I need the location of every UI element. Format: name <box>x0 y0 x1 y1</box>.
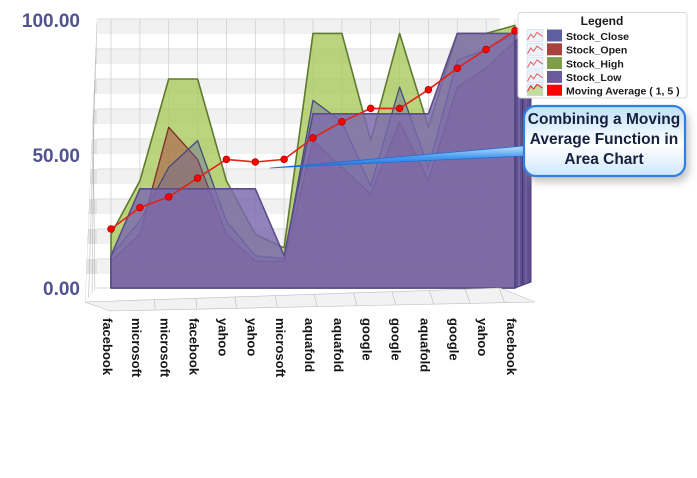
svg-text:aquafold: aquafold <box>417 318 432 372</box>
svg-text:Stock_Open: Stock_Open <box>566 45 627 57</box>
svg-text:Average Function in: Average Function in <box>530 131 678 148</box>
svg-text:google: google <box>389 318 404 361</box>
svg-text:Stock_Low: Stock_Low <box>566 72 622 84</box>
svg-text:google: google <box>446 318 461 361</box>
svg-text:microsoft: microsoft <box>129 318 144 378</box>
svg-text:Moving Average ( 1, 5 ): Moving Average ( 1, 5 ) <box>566 86 680 98</box>
svg-text:aquafold: aquafold <box>302 318 317 372</box>
svg-text:microsoft: microsoft <box>273 318 288 378</box>
svg-text:yahoo: yahoo <box>475 318 490 356</box>
svg-text:0.00: 0.00 <box>43 279 80 300</box>
svg-text:Combining a Moving: Combining a Moving <box>528 111 680 128</box>
svg-text:100.00: 100.00 <box>22 11 80 32</box>
svg-text:facebook: facebook <box>187 318 202 376</box>
svg-text:Legend: Legend <box>581 14 624 28</box>
svg-text:google: google <box>360 318 375 361</box>
svg-text:facebook: facebook <box>504 318 519 376</box>
svg-text:microsoft: microsoft <box>158 318 173 378</box>
svg-text:50.00: 50.00 <box>32 146 80 167</box>
svg-text:Stock_High: Stock_High <box>566 58 624 70</box>
svg-text:Stock_Close: Stock_Close <box>566 31 629 43</box>
svg-text:yahoo: yahoo <box>215 318 230 356</box>
svg-text:aquafold: aquafold <box>331 318 346 372</box>
svg-text:Area Chart: Area Chart <box>564 151 643 168</box>
svg-text:yahoo: yahoo <box>244 318 259 356</box>
svg-text:facebook: facebook <box>100 318 115 376</box>
